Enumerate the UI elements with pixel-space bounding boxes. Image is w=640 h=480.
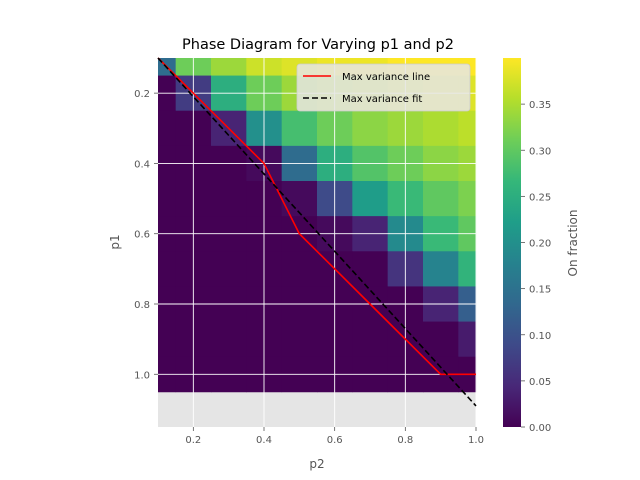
heatmap-cell: [281, 110, 318, 147]
y-axis-label: p1: [108, 234, 122, 249]
colorbar-tick-label: 0.00: [529, 423, 551, 434]
colorbar-tick-label: 0.30: [529, 146, 551, 157]
y-tick-label: 0.8: [134, 300, 150, 311]
heatmap-cell: [352, 110, 389, 147]
heatmap-cell: [211, 321, 247, 358]
colorbar-tick-label: 0.05: [529, 377, 551, 388]
max-variance-line: [157, 57, 476, 376]
colorbar-label: On fraction: [566, 210, 580, 277]
heatmap-cell: [423, 251, 459, 287]
colorbar-tick-label: 0.20: [529, 239, 551, 250]
x-axis: 0.2 0.4 0.6 0.8 1.0: [185, 427, 484, 446]
heatmap-cell: [211, 181, 247, 217]
x-tick-label: 0.8: [397, 435, 413, 446]
heatmap-cell: [211, 58, 247, 76]
heatmap-cell: [158, 181, 177, 217]
heatmap-cell: [158, 251, 177, 287]
heatmap-cell: [458, 321, 477, 358]
x-axis-label: p2: [309, 457, 324, 471]
legend-label: Max variance line: [342, 72, 430, 83]
heatmap-cell: [352, 321, 389, 358]
heatmap-cell: [458, 181, 477, 217]
plot-area: [157, 57, 477, 427]
heatmap-cell: [423, 321, 459, 358]
heatmap-cell: [281, 321, 318, 358]
y-tick-label: 0.4: [134, 159, 150, 170]
y-tick-label: 0.6: [134, 230, 150, 241]
colorbar-tick-label: 0.25: [529, 192, 551, 203]
x-tick-label: 1.0: [468, 435, 484, 446]
colorbar-tick-label: 0.35: [529, 100, 551, 111]
chart-title: Phase Diagram for Varying p1 and p2: [182, 37, 454, 53]
heatmap-cell: [423, 181, 459, 217]
heatmap-cell: [352, 251, 389, 287]
heatmap-cell: [281, 251, 318, 287]
heatmap-cell: [158, 321, 177, 358]
colorbar-tick-label: 0.15: [529, 285, 551, 296]
max-variance-fit-line: [157, 57, 477, 407]
legend-box: [296, 63, 471, 112]
heatmap-cell: [458, 251, 477, 287]
y-tick-label: 0.2: [134, 89, 150, 100]
grid-lines: [158, 58, 477, 427]
legend-label: Max variance fit: [342, 94, 422, 105]
legend: Max variance line Max variance fit: [296, 63, 471, 112]
heatmap-cell: [158, 110, 177, 147]
colorbar: 0.00 0.05 0.10 0.15 0.20 0.25 0.30 0.35: [503, 58, 551, 434]
heatmap-cell: [458, 110, 477, 147]
y-tick-label: 1.0: [134, 370, 150, 381]
x-tick-label: 0.6: [327, 435, 343, 446]
colorbar-tick-label: 0.10: [529, 331, 551, 342]
heatmap-cell: [352, 181, 389, 217]
y-axis: 0.2 0.4 0.6 0.8 1.0: [134, 89, 158, 381]
colorbar-bar: [503, 58, 521, 427]
heatmap-cell: [211, 251, 247, 287]
x-tick-label: 0.4: [256, 435, 272, 446]
heatmap-cell: [423, 110, 459, 147]
x-tick-label: 0.2: [185, 435, 201, 446]
